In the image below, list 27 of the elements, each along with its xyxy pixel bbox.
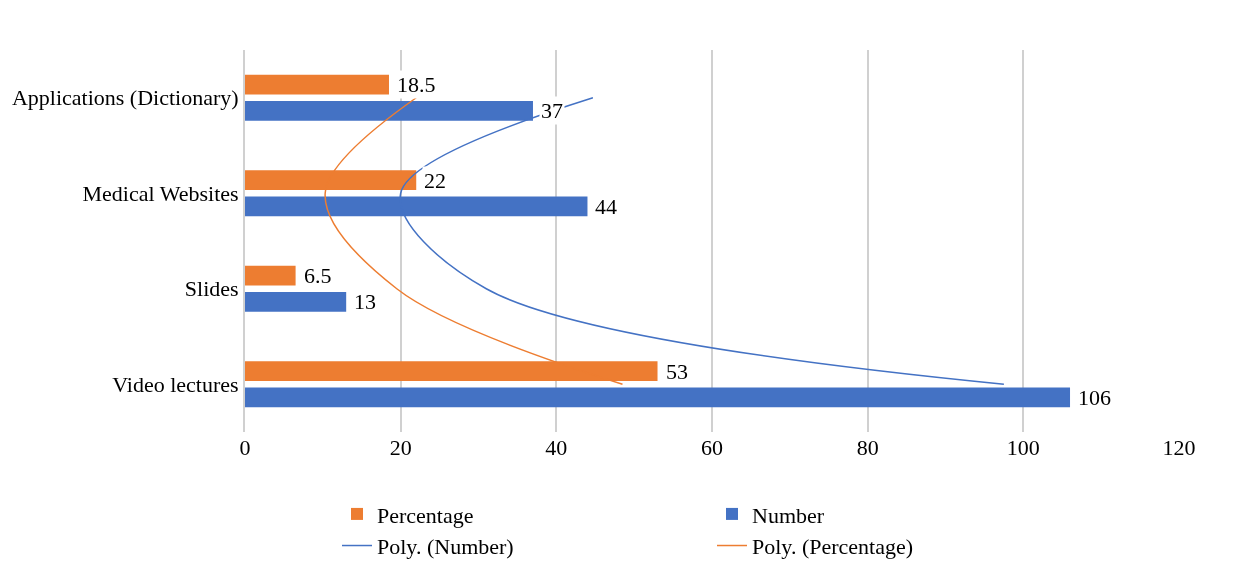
y-tick-label: Video lectures xyxy=(112,371,239,397)
data-label: 18.5 xyxy=(397,72,436,97)
y-tick-label: Slides xyxy=(184,276,239,302)
x-tick-label: 80 xyxy=(856,435,879,460)
x-tick-label: 120 xyxy=(1162,435,1196,460)
data-label: 6.5 xyxy=(304,263,332,288)
x-tick-label: 100 xyxy=(1006,435,1040,460)
bar xyxy=(245,265,296,286)
legend-label: Poly. (Number) xyxy=(377,534,514,560)
y-tick-label: Applications (Dictionary) xyxy=(11,85,239,111)
data-label: 13 xyxy=(354,289,376,314)
data-label: 44 xyxy=(595,194,617,219)
y-tick-label: Medical Websites xyxy=(82,180,239,206)
data-label: 37 xyxy=(541,98,563,123)
x-tick-label: 40 xyxy=(545,435,568,460)
bar xyxy=(245,74,389,95)
bar xyxy=(245,387,1071,408)
data-label: 106 xyxy=(1078,385,1111,410)
x-tick-label: 60 xyxy=(701,435,723,460)
legend-label: Poly. (Percentage) xyxy=(752,534,914,560)
x-tick-label: 0 xyxy=(239,435,251,460)
data-label: 53 xyxy=(666,359,688,384)
data-label: 22 xyxy=(424,168,446,193)
legend-label: Percentage xyxy=(377,502,474,528)
bar xyxy=(245,292,347,312)
x-tick-label: 20 xyxy=(389,435,412,460)
legend-label: Number xyxy=(752,502,825,528)
